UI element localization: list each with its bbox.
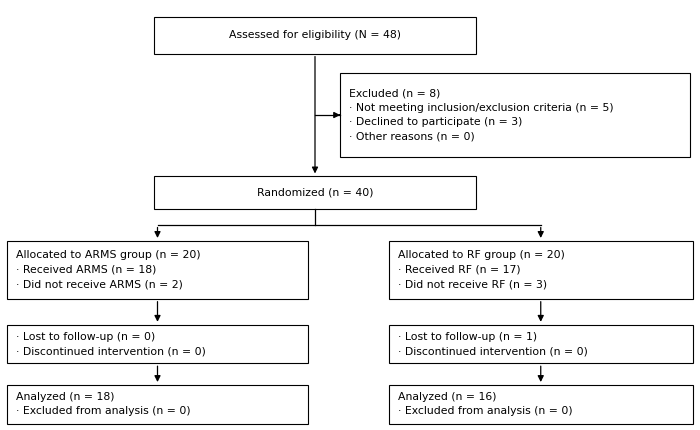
- Text: Analyzed (n = 18)
· Excluded from analysis (n = 0): Analyzed (n = 18) · Excluded from analys…: [16, 392, 190, 416]
- Bar: [7, 241, 308, 299]
- Text: · Lost to follow-up (n = 1)
· Discontinued intervention (n = 0): · Lost to follow-up (n = 1) · Discontinu…: [398, 332, 587, 356]
- Bar: [389, 241, 693, 299]
- Bar: [389, 325, 693, 363]
- Text: · Lost to follow-up (n = 0)
· Discontinued intervention (n = 0): · Lost to follow-up (n = 0) · Discontinu…: [16, 332, 206, 356]
- Bar: [154, 176, 476, 209]
- Bar: [340, 73, 690, 157]
- Text: Randomized (n = 40): Randomized (n = 40): [257, 187, 373, 197]
- Bar: [389, 385, 693, 424]
- Text: Analyzed (n = 16)
· Excluded from analysis (n = 0): Analyzed (n = 16) · Excluded from analys…: [398, 392, 572, 416]
- Bar: [7, 385, 308, 424]
- Bar: [154, 17, 476, 54]
- Text: Allocated to RF group (n = 20)
· Received RF (n = 17)
· Did not receive RF (n = : Allocated to RF group (n = 20) · Receive…: [398, 250, 564, 289]
- Text: Allocated to ARMS group (n = 20)
· Received ARMS (n = 18)
· Did not receive ARMS: Allocated to ARMS group (n = 20) · Recei…: [16, 250, 201, 289]
- Text: Excluded (n = 8)
· Not meeting inclusion/exclusion criteria (n = 5)
· Declined t: Excluded (n = 8) · Not meeting inclusion…: [349, 89, 613, 141]
- Text: Assessed for eligibility (N = 48): Assessed for eligibility (N = 48): [229, 31, 401, 40]
- Bar: [7, 325, 308, 363]
